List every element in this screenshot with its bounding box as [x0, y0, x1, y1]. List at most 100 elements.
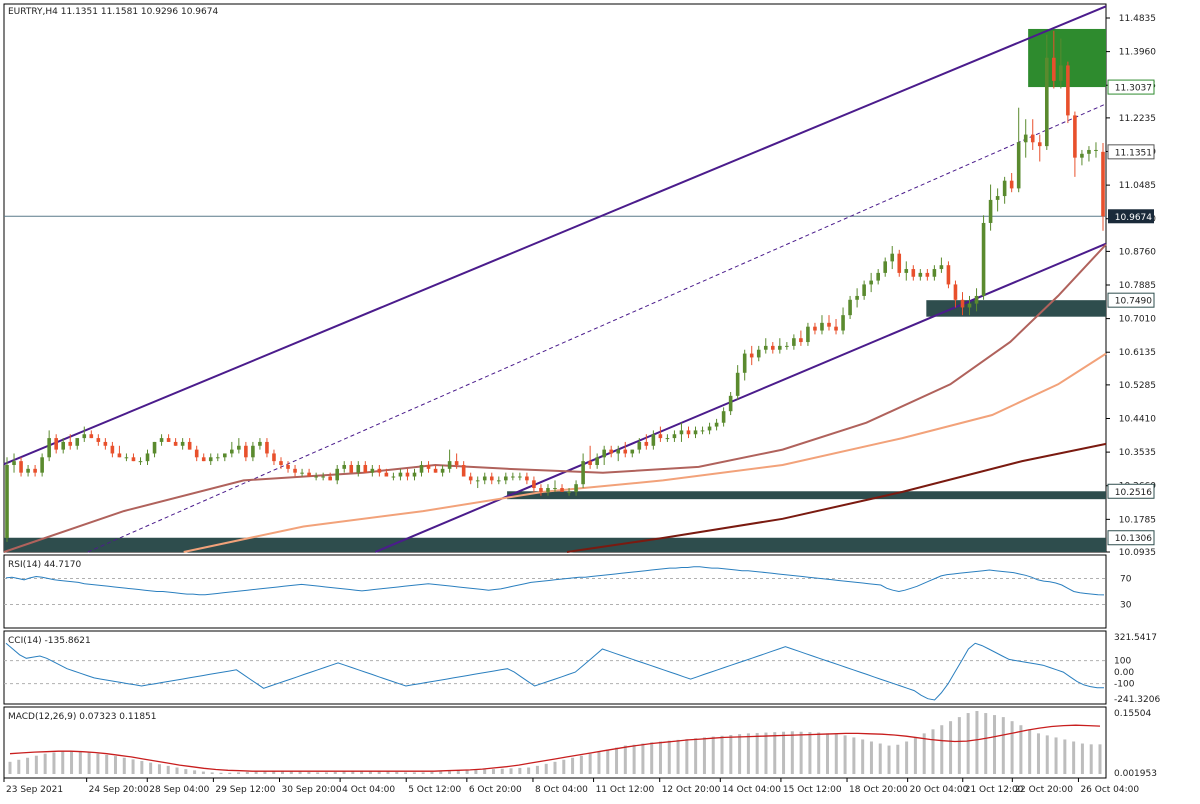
macd-hist-bar: [96, 753, 100, 774]
candle-body: [974, 295, 979, 304]
candle-body: [293, 468, 297, 473]
ma-slow-line: [566, 442, 1107, 553]
macd-hist-bar: [210, 772, 214, 774]
macd-hist-bar: [26, 757, 30, 774]
candle-body: [623, 449, 628, 454]
current-price-label: 10.9674: [1115, 213, 1152, 223]
macd-hist-bar: [852, 737, 856, 774]
macd-hist-bar: [395, 771, 399, 774]
candle-body: [813, 326, 817, 331]
candle-body: [117, 453, 122, 458]
level-label-box: [1107, 79, 1155, 95]
level-label-box: [1107, 292, 1155, 308]
macd-hist-bar: [650, 742, 654, 774]
time-tick-label: 11 Oct 12:00: [596, 785, 655, 795]
macd-hist-bar: [483, 769, 487, 774]
candle-body: [518, 476, 522, 478]
candle-body: [1052, 57, 1056, 81]
candle-body: [679, 430, 684, 435]
macd-hist-bar: [755, 732, 759, 774]
candle-body: [574, 484, 578, 492]
macd-hist-bar: [1045, 735, 1049, 774]
candle-body: [770, 345, 775, 350]
channel-upper-line: [3, 5, 1107, 466]
candle-body: [756, 349, 761, 358]
candle-body: [967, 303, 972, 308]
macd-hist-bar: [790, 731, 794, 774]
macd-hist-bar: [421, 772, 425, 774]
macd-hist-bar: [237, 772, 241, 774]
macd-hist-bar: [1001, 717, 1005, 774]
macd-hist-bar: [544, 763, 548, 774]
macd-hist-bar: [166, 765, 170, 774]
candle-body: [138, 461, 143, 463]
macd-hist-bar: [281, 770, 284, 774]
candle-body: [96, 438, 101, 442]
macd-hist-bar: [826, 733, 829, 774]
candle-body: [658, 434, 663, 439]
macd-hist-bar: [368, 770, 372, 774]
candle-body: [1044, 57, 1049, 147]
macd-hist-bar: [17, 759, 21, 774]
candle-body: [12, 461, 16, 465]
time-tick-label: 15 Oct 12:00: [783, 785, 842, 795]
candle-body: [26, 468, 30, 473]
candle-body: [328, 476, 332, 481]
macd-hist-bar: [316, 772, 320, 774]
candle-body: [960, 299, 965, 308]
macd-hist-bar: [957, 717, 961, 774]
candle-body: [1073, 115, 1077, 158]
macd-hist-bar: [386, 771, 390, 774]
candle-body: [5, 464, 9, 538]
candle-body: [237, 445, 241, 450]
candle-body: [1066, 65, 1070, 116]
time-tick-label: 4 Oct 04:00: [342, 785, 395, 795]
macd-hist-bar: [1080, 743, 1084, 774]
macd-hist-bar: [500, 768, 504, 774]
candle-body: [735, 372, 740, 396]
macd-hist-bar: [588, 753, 592, 774]
candle-body: [279, 461, 283, 465]
candle-body: [644, 441, 649, 446]
macd-hist-bar: [289, 771, 293, 774]
candle-body: [1030, 134, 1035, 143]
price-tick-label: 10.7010: [1119, 315, 1156, 325]
macd-hist-bar: [764, 732, 768, 774]
time-tick-label: 20 Oct 04:00: [910, 785, 969, 795]
candle-body: [110, 445, 115, 454]
macd-hist-bar: [351, 771, 355, 774]
candle-body: [447, 461, 452, 469]
candle-body: [251, 445, 255, 458]
macd-hist-bar: [157, 764, 161, 774]
macd-hist-bar: [131, 759, 135, 774]
price-tick-label: 10.0935: [1119, 548, 1156, 558]
macd-signal-line: [9, 724, 1101, 772]
candle-body: [419, 464, 424, 473]
macd-hist-bar: [1098, 744, 1102, 774]
time-tick-label: 29 Sep 12:00: [215, 785, 275, 795]
candle-body: [54, 438, 58, 450]
zone-demand-1: [507, 491, 1107, 500]
macd-hist-bar: [738, 734, 742, 774]
cci-panel-frame: [3, 630, 1107, 705]
macd-hist-bar: [193, 770, 197, 774]
candle-body: [827, 322, 831, 327]
candle-body: [454, 461, 459, 465]
cci-tick-label: 0.00: [1114, 668, 1134, 678]
candle-body: [1009, 180, 1014, 189]
candle-body: [405, 472, 410, 477]
macd-hist-bar: [175, 767, 179, 774]
macd-hist-bar: [272, 770, 276, 774]
macd-hist-bar: [412, 772, 416, 774]
candle-body: [904, 269, 909, 273]
macd-hist-bar: [509, 768, 513, 774]
macd-hist-bar: [184, 769, 188, 774]
macd-hist-bar: [140, 760, 144, 774]
macd-hist-bar: [949, 721, 953, 774]
time-tick-label: 26 Oct 04:00: [1080, 785, 1139, 795]
price-tick-label: 11.3960: [1119, 48, 1156, 58]
macd-hist-bar: [113, 756, 117, 774]
macd-hist-bar: [623, 745, 627, 774]
candle-body: [215, 457, 220, 459]
